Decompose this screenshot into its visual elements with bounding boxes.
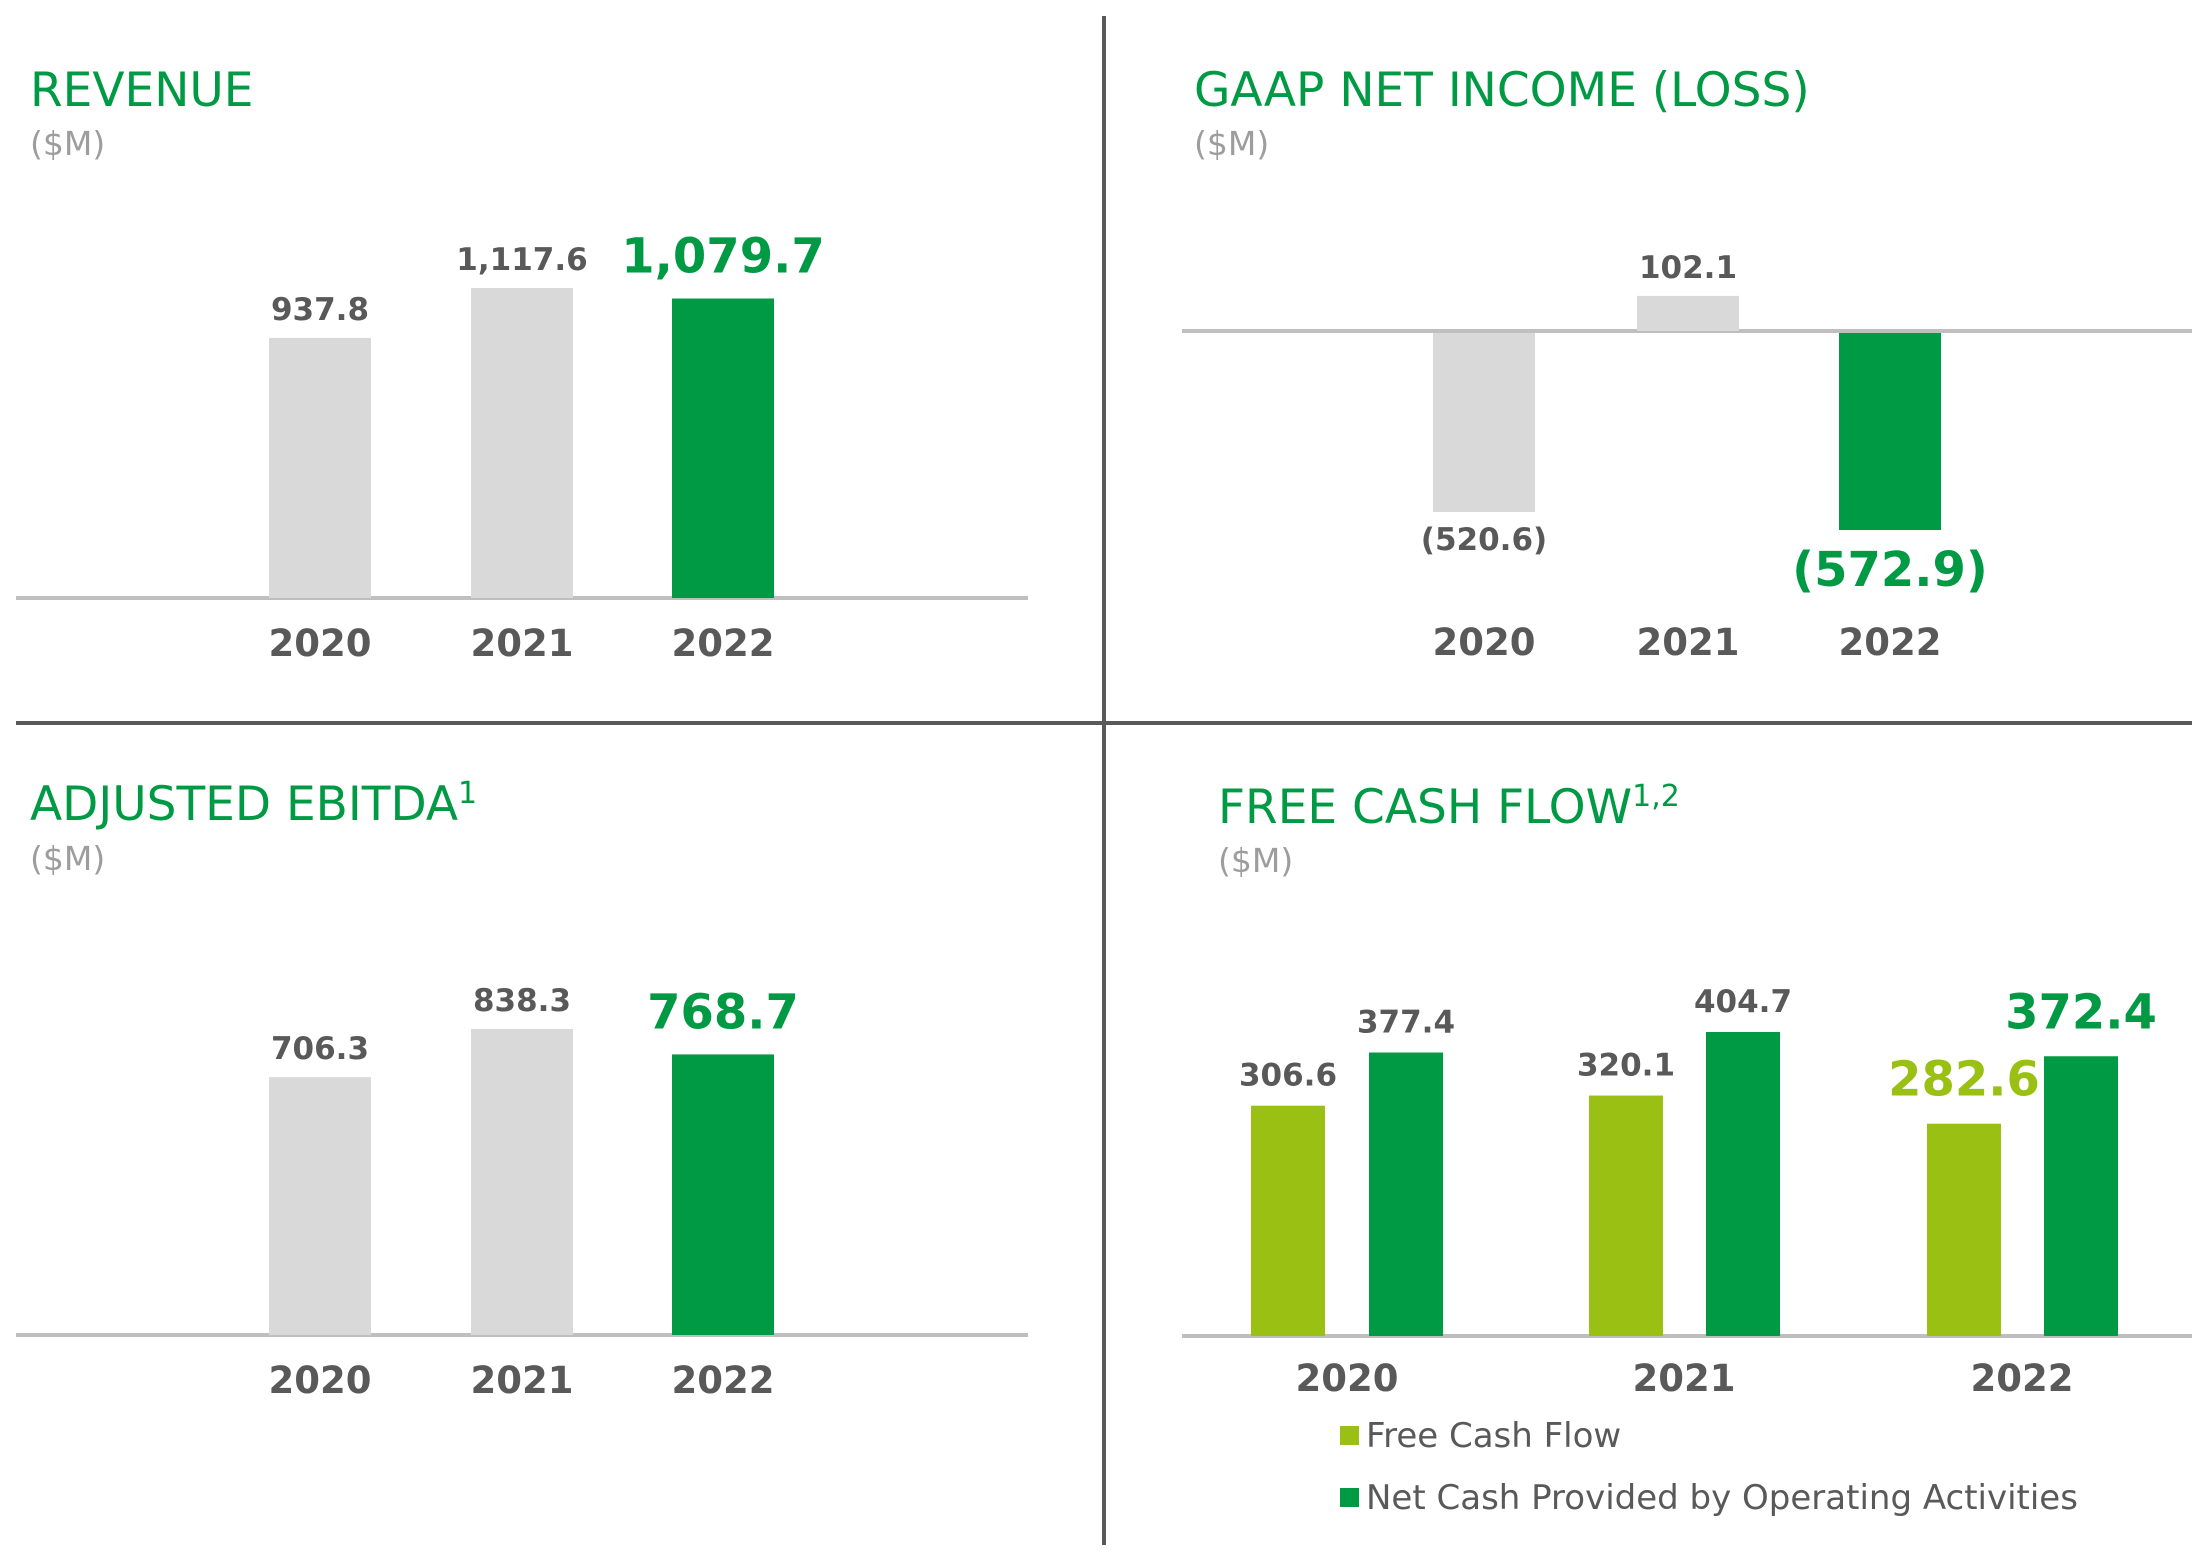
fcf-bar-net-cash-operating-2022 [2044,1056,2118,1336]
fcf-x-label-2020: 2020 [1296,1357,1399,1400]
adjusted-ebitda-value-label-2020: 706.3 [271,1031,369,1067]
revenue-chart: 937.8 2020 1,117.6 2021 1,079.7 2022 [16,229,1028,665]
revenue-bar-2021 [471,288,573,598]
fcf-bar-free-cash-flow-2020 [1251,1105,1325,1336]
ebitda-unit: ($M) [30,839,105,878]
revenue-value-label-2022: 1,079.7 [621,229,824,285]
fcf-value-label-net-cash-operating-2020: 377.4 [1357,1005,1455,1041]
ebitda-title-text: ADJUSTED EBITDA [30,777,458,832]
fcf-title-footnote: 1,2 [1632,779,1680,814]
adjusted-ebitda-x-label-2021: 2021 [471,1359,574,1402]
gaap-net-income-bar-2022 [1839,333,1941,530]
revenue-bar-2022 [672,298,774,598]
revenue-x-label-2021: 2021 [471,622,574,665]
ebitda-title-footnote: 1 [458,776,477,811]
legend-label-net-cash-operating: Net Cash Provided by Operating Activitie… [1366,1478,2078,1518]
legend-label-free-cash-flow: Free Cash Flow [1366,1416,1621,1456]
gaap-net-income-x-label-2020: 2020 [1433,621,1536,664]
legend-swatch-free-cash-flow [1340,1426,1359,1445]
adjusted-ebitda-x-label-2022: 2022 [672,1359,775,1402]
gaap-net-income-bar-2021 [1637,295,1739,331]
gaap-net-income-value-label-2020: (520.6) [1421,522,1547,558]
fcf-x-label-2022: 2022 [1971,1357,2074,1400]
adjusted-ebitda-value-label-2022: 768.7 [647,984,799,1040]
adjusted-ebitda-x-label-2020: 2020 [269,1359,372,1402]
fcf-value-label-net-cash-operating-2021: 404.7 [1694,984,1792,1020]
fcf-chart: 306.6 377.4 2020 320.1 404.7 2021 282.6 372.4 20… [1182,984,2192,1400]
adjusted-ebitda-bar-2022 [672,1054,774,1335]
fcf-title: FREE CASH FLOW1,2 [1218,779,1680,835]
fcf-bar-free-cash-flow-2021 [1589,1095,1663,1336]
net-income-chart: (520.6) 2020 102.1 2021 (572.9) 2022 [1182,250,2192,664]
revenue-value-label-2020: 937.8 [271,292,369,328]
fcf-title-text: FREE CASH FLOW [1218,780,1632,835]
gaap-net-income-bar-2020 [1433,333,1535,513]
adjusted-ebitda-bar-2020 [269,1077,371,1335]
ebitda-title: ADJUSTED EBITDA1 [30,776,477,832]
gaap-net-income-value-label-2021: 102.1 [1639,250,1737,286]
revenue-x-label-2020: 2020 [269,622,372,665]
fcf-bar-net-cash-operating-2021 [1706,1032,1780,1336]
revenue-value-label-2021: 1,117.6 [456,242,587,278]
gaap-net-income-x-label-2021: 2021 [1637,621,1740,664]
ebitda-chart: 706.3 2020 838.3 2021 768.7 2022 [16,983,1028,1402]
fcf-value-label-free-cash-flow-2021: 320.1 [1577,1048,1675,1084]
net-income-unit: ($M) [1194,124,1269,163]
revenue-unit: ($M) [30,124,105,163]
revenue-x-label-2022: 2022 [672,622,775,665]
legend-swatch-net-cash-operating [1340,1488,1359,1507]
net-income-title: GAAP NET INCOME (LOSS) [1194,63,1810,118]
adjusted-ebitda-value-label-2021: 838.3 [473,983,571,1019]
revenue-title: REVENUE [30,63,253,118]
gaap-net-income-x-label-2022: 2022 [1839,621,1942,664]
fcf-bar-net-cash-operating-2020 [1369,1052,1443,1336]
fcf-value-label-net-cash-operating-2022: 372.4 [2005,984,2157,1040]
fcf-unit: ($M) [1218,841,1293,880]
fcf-x-label-2021: 2021 [1633,1357,1736,1400]
fcf-value-label-free-cash-flow-2022: 282.6 [1888,1052,2040,1108]
adjusted-ebitda-bar-2021 [471,1029,573,1335]
fcf-bar-free-cash-flow-2022 [1927,1123,2001,1336]
fcf-value-label-free-cash-flow-2020: 306.6 [1239,1058,1337,1094]
gaap-net-income-value-label-2022: (572.9) [1792,542,1988,598]
revenue-bar-2020 [269,337,371,598]
